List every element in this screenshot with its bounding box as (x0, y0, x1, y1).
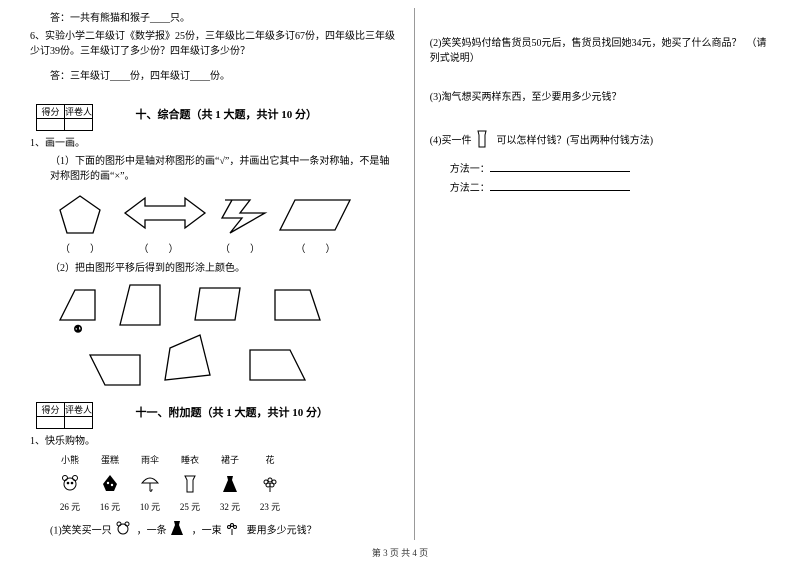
skirt-icon (169, 519, 189, 543)
grader-cell[interactable] (65, 119, 93, 131)
text: (4)买一件 (430, 135, 472, 146)
score-label: 得分 (37, 403, 65, 417)
text: 方法二： (450, 183, 490, 194)
score-box-11: 得分评卷人 (36, 402, 93, 429)
symmetry-shapes (50, 188, 399, 238)
shop-names: 小熊 蛋糕 雨伞 睡衣 裙子 花 (50, 453, 399, 466)
method-1: 方法一： (430, 161, 770, 177)
shop-q3: (3)淘气想买两样东西，至少要用多少元钱？ (430, 90, 770, 105)
method-2: 方法二： (430, 180, 770, 196)
skirt-icon (210, 470, 250, 496)
item-name: 睡衣 (170, 453, 210, 466)
shop-prices: 26 元 16 元 10 元 25 元 32 元 23 元 (50, 500, 399, 513)
flower-icon (224, 519, 244, 543)
grader-label: 评卷人 (65, 105, 93, 119)
umbrella-icon (130, 470, 170, 496)
blank[interactable] (490, 161, 630, 172)
section-11-title: 十一、附加题（共 1 大题，共计 10 分） (136, 404, 329, 420)
page-footer: 第 3 页 共 4 页 (0, 546, 800, 559)
score-box-10: 得分评卷人 (36, 104, 93, 131)
translate-shapes: ① (50, 280, 399, 390)
item-name: 花 (250, 453, 290, 466)
question-6: 6、实验小学二年级订《数学报》25份，三年级比二年级多订67份，四年级比三年级少… (30, 29, 399, 59)
bear-icon (114, 519, 134, 543)
item-price: 26 元 (50, 500, 90, 513)
section-10-title: 十、综合题（共 1 大题，共计 10 分） (136, 106, 318, 122)
item-price: 25 元 (170, 500, 210, 513)
text: 要用多少元钱？ (247, 525, 317, 536)
item-price: 32 元 (210, 500, 250, 513)
text: ，一条 (137, 525, 167, 536)
score-cell[interactable] (37, 417, 65, 429)
text: ，一束 (192, 525, 222, 536)
comp-q1-2: （2）把由图形平移后得到的图形涂上颜色。 (30, 261, 399, 276)
item-name: 裙子 (210, 453, 250, 466)
score-label: 得分 (37, 105, 65, 119)
text: 方法一： (450, 164, 490, 175)
grader-label: 评卷人 (65, 403, 93, 417)
blank[interactable] (490, 180, 630, 191)
item-name: 小熊 (50, 453, 90, 466)
pajama-icon (170, 470, 210, 496)
shop-icons (50, 470, 399, 496)
shop-q1-1: (1)笑笑买一只 ，一条 ，一束 要用多少元钱？ (30, 519, 399, 543)
svg-text:①: ① (74, 324, 82, 334)
cake-icon (90, 470, 130, 496)
flower-icon (250, 470, 290, 496)
item-price: 23 元 (250, 500, 290, 513)
comp-q1: 1、画一画。 (30, 136, 399, 151)
text: 可以怎样付钱？(写出两种付钱方法) (496, 135, 653, 146)
answer-pandas: 答：一共有熊猫和猴子____只。 (30, 11, 399, 26)
pajama-icon (474, 129, 494, 153)
item-name: 蛋糕 (90, 453, 130, 466)
shop-q1: 1、快乐购物。 (30, 434, 399, 449)
shop-q4: (4)买一件 可以怎样付钱？(写出两种付钱方法) (430, 129, 770, 153)
score-cell[interactable] (37, 119, 65, 131)
paren-row: （ ） （ ） （ ） （ ） (50, 240, 399, 255)
comp-q1-1: （1）下面的图形中是轴对称图形的画“√”，并画出它其中一条对称轴，不是轴对称图形… (30, 154, 399, 184)
question-6-answer: 答：三年级订____份，四年级订____份。 (30, 69, 399, 84)
bear-icon (50, 470, 90, 496)
item-price: 16 元 (90, 500, 130, 513)
item-price: 10 元 (130, 500, 170, 513)
item-name: 雨伞 (130, 453, 170, 466)
grader-cell[interactable] (65, 417, 93, 429)
shop-q2: (2)笑笑妈妈付给售货员50元后，售货员找回她34元，她买了什么商品？ （请列式… (430, 36, 770, 66)
text: (1)笑笑买一只 (50, 525, 112, 536)
